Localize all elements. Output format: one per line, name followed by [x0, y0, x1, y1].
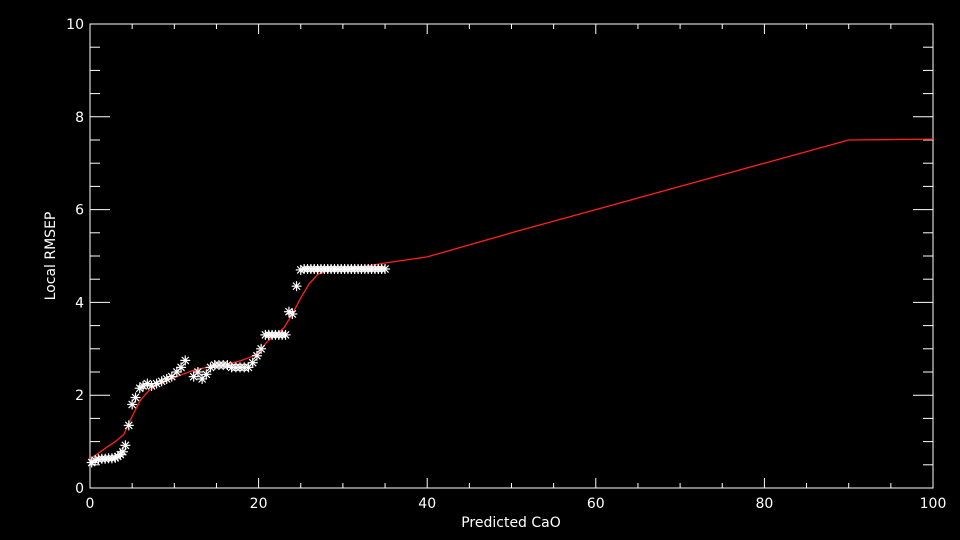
y-tick-labels: 0 2 4 6 8 10 [66, 17, 84, 497]
asterisk-stroke [143, 379, 152, 388]
data-points [86, 263, 391, 468]
data-point [251, 350, 262, 361]
data-point [247, 357, 258, 368]
asterisk-stroke [281, 330, 290, 339]
asterisk-stroke [257, 344, 266, 353]
data-point [180, 355, 191, 366]
y-tick-label: 4 [75, 295, 84, 311]
asterisk-stroke [128, 400, 137, 409]
x-tick-label: 60 [587, 496, 605, 512]
x-tick-label: 40 [418, 496, 436, 512]
data-point [123, 420, 134, 431]
data-point [280, 329, 291, 340]
axis-ticks [89, 23, 934, 489]
y-tick-label: 6 [75, 203, 84, 219]
data-point [380, 263, 391, 274]
asterisk-stroke [284, 307, 293, 316]
data-point [142, 378, 153, 389]
data-point [130, 392, 141, 403]
fit-line-group [89, 138, 934, 460]
y-tick-label: 10 [66, 17, 84, 33]
asterisk-stroke [202, 370, 211, 379]
asterisk-stroke [181, 356, 190, 365]
y-axis-title: Local RMSEP [43, 212, 59, 301]
fit-line [89, 138, 934, 460]
data-point [256, 343, 267, 354]
data-point [166, 371, 177, 382]
asterisk-stroke [193, 368, 202, 376]
data-point [287, 309, 298, 319]
x-tick-label: 20 [250, 496, 268, 512]
data-point [120, 440, 131, 451]
asterisk-stroke [131, 393, 140, 402]
asterisk-stroke [177, 363, 186, 372]
plot-frame [89, 23, 934, 489]
y-tick-label: 2 [75, 388, 84, 404]
plot-axes [89, 23, 934, 489]
data-point [176, 362, 187, 373]
data-point [205, 362, 216, 373]
data-point [192, 367, 203, 377]
data-point [201, 369, 212, 380]
x-axis-title: Predicted CaO [461, 515, 561, 531]
asterisk-stroke [121, 441, 130, 450]
data-point [291, 281, 302, 292]
asterisk-stroke [248, 358, 257, 367]
asterisk-stroke [381, 265, 390, 273]
asterisk-stroke [124, 421, 133, 430]
data-point [188, 371, 199, 382]
data-point [222, 360, 233, 371]
asterisk-stroke [252, 351, 261, 360]
x-tick-labels: 0 20 40 60 80 100 [86, 496, 947, 512]
asterisk-stroke [288, 310, 297, 318]
data-point [197, 373, 208, 384]
y-tick-label: 0 [75, 481, 84, 497]
y-tick-label: 8 [75, 110, 84, 126]
x-tick-label: 0 [86, 496, 95, 512]
asterisk-stroke [292, 282, 301, 291]
x-tick-label: 100 [920, 496, 947, 512]
x-tick-label: 80 [755, 496, 773, 512]
asterisk-stroke [223, 361, 232, 369]
